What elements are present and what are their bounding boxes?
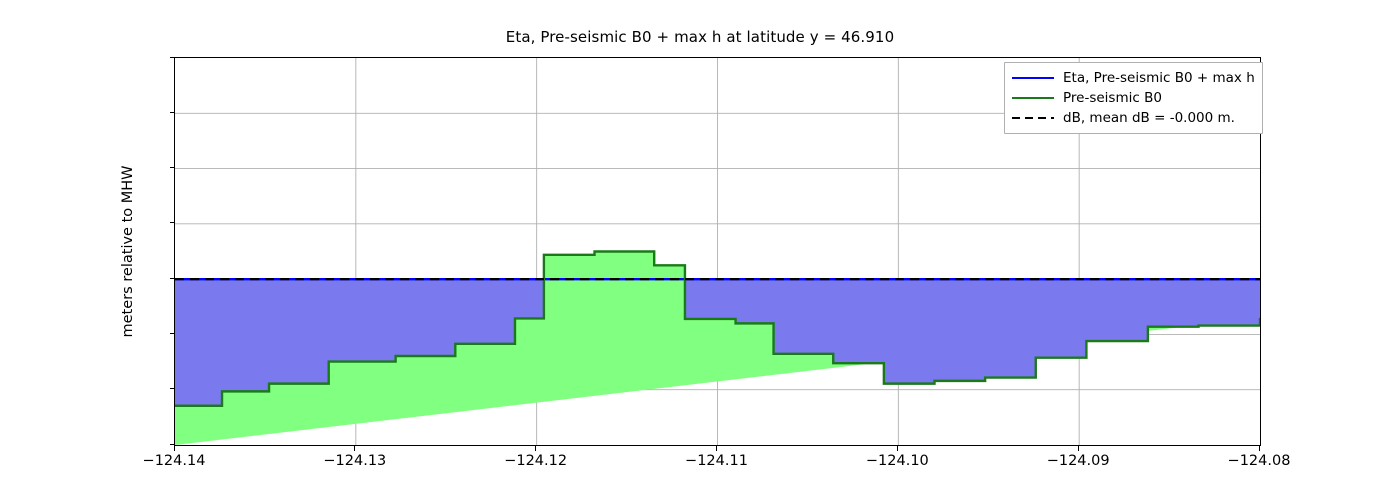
legend-swatch-eta-line — [1012, 71, 1054, 85]
x-tick-label: −124.10 — [865, 453, 929, 469]
x-tick-mark — [354, 446, 356, 451]
x-tick-mark — [716, 446, 718, 451]
series-lines — [175, 250, 1260, 407]
x-tick-mark — [173, 446, 175, 451]
chart-title: Eta, Pre-seismic B0 + max h at latitude … — [505, 28, 895, 46]
x-tick-label: −124.13 — [323, 453, 387, 469]
x-tick-label: −124.11 — [685, 453, 748, 469]
legend-label-db: dB, mean dB = -0.000 m. — [1063, 110, 1235, 126]
y-axis-label: meters relative to MHW — [120, 165, 136, 338]
legend-item-db[interactable]: dB, mean dB = -0.000 m. — [1012, 108, 1255, 128]
area-fills — [175, 251, 1260, 445]
x-tick-mark — [1258, 446, 1260, 451]
x-tick-label: −124.08 — [1227, 453, 1291, 469]
legend-swatch-db-line — [1012, 111, 1054, 125]
x-tick-mark — [1077, 446, 1079, 451]
chart-svg — [175, 58, 1260, 445]
x-tick-label: −124.09 — [1046, 453, 1110, 469]
legend-label-b0: Pre-seismic B0 — [1063, 90, 1162, 106]
legend-item-eta[interactable]: Eta, Pre-seismic B0 + max h — [1012, 68, 1255, 88]
legend-label-eta: Eta, Pre-seismic B0 + max h — [1063, 70, 1255, 86]
legend-item-b0[interactable]: Pre-seismic B0 — [1012, 88, 1255, 108]
x-tick-mark — [896, 446, 898, 451]
x-tick-label: −124.14 — [142, 453, 206, 469]
chart-legend[interactable]: Eta, Pre-seismic B0 + max h Pre-seismic … — [1004, 62, 1263, 134]
legend-swatch-b0-line — [1012, 91, 1054, 105]
x-tick-mark — [535, 446, 537, 451]
x-tick-label: −124.12 — [504, 453, 568, 469]
